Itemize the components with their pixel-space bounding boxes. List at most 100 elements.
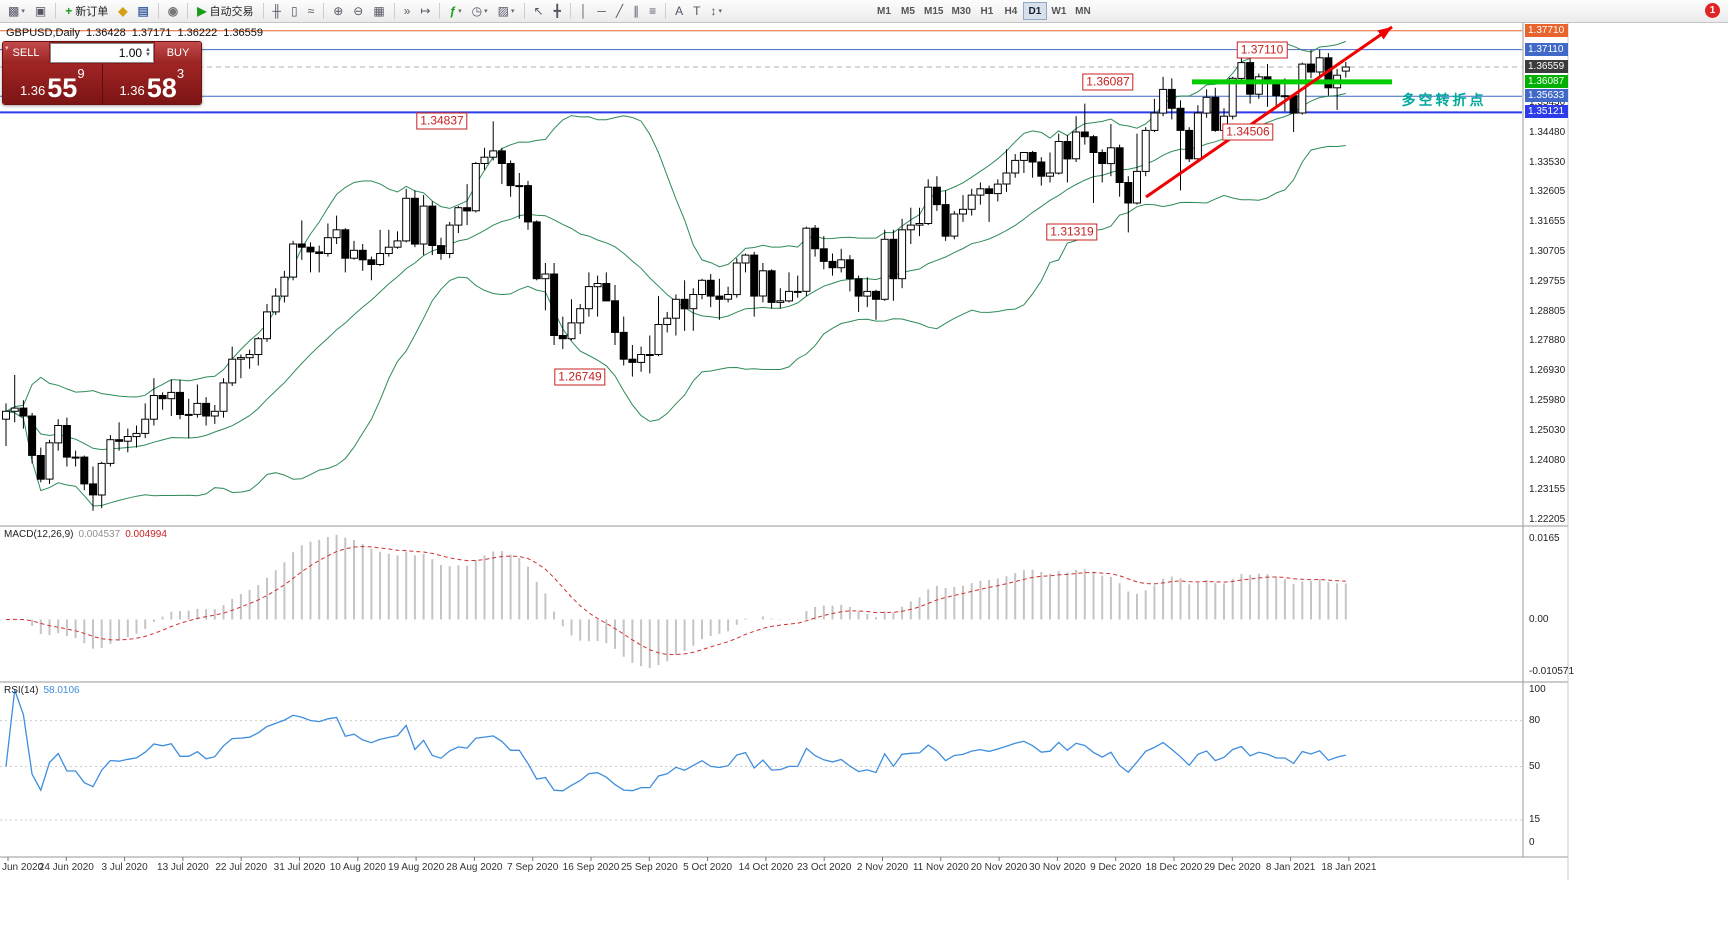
notification-badge[interactable]: 1	[1705, 3, 1720, 18]
toolbar-separator	[323, 3, 325, 19]
text-button[interactable]: A	[671, 2, 687, 20]
chart-shift-button[interactable]: ↦	[416, 2, 434, 20]
equidistant-channel-button[interactable]: ∥	[629, 2, 643, 20]
indicators-icon: ƒ	[449, 4, 457, 18]
equidistant-channel-icon: ∥	[633, 4, 640, 18]
metaeditor-icon: ◆	[118, 4, 128, 18]
volume-input[interactable]: 1.00 ▲ ▼	[50, 43, 154, 63]
text-label-button[interactable]: T	[689, 2, 704, 20]
timeframe-d1-button[interactable]: D1	[1022, 2, 1047, 20]
volume-value: 1.00	[118, 46, 143, 60]
trade-panel-top-row: SELL 1.00 ▲ ▼ BUY	[3, 42, 201, 64]
vertical-line-button[interactable]: │	[576, 2, 592, 20]
timeframe-h4-button[interactable]: H4	[999, 2, 1023, 20]
toolbar: ▩ ▾ ▣ + 新订单 ◆ ▤ ◉ ▶ 自动交易 ╫ ▯ ≈ ⊕ ⊖ ▦» ↦ ƒ ▾ ◷ ▾ ▨ ▾ ↖ ╋ │ ─ ╱ ∥ ≡ A T ↕ ▾…	[0, 0, 1728, 23]
close-value: 1.36559	[223, 27, 264, 39]
trade-panel-price-row: 1.36 55 9 1.36 58 3	[3, 64, 201, 104]
timeframe-m5-button[interactable]: M5	[896, 2, 920, 20]
line-chart-type-button[interactable]: ≈	[304, 2, 319, 20]
buy-price-button[interactable]: 1.36 58 3	[101, 64, 202, 104]
toolbar-separator	[523, 3, 525, 19]
templates-caret-icon: ▾	[511, 8, 515, 15]
bar-chart-type-icon: ╫	[272, 4, 282, 18]
auto-scroll-icon: »	[403, 4, 411, 18]
auto-scroll-button[interactable]: »	[400, 2, 415, 20]
timeframe-h1-button[interactable]: H1	[975, 2, 999, 20]
arrows-icon: ↕	[710, 4, 717, 18]
trend-arrow-object[interactable]	[1145, 25, 1393, 199]
toolbar-separator	[157, 3, 159, 19]
vertical-line-icon: │	[579, 4, 588, 18]
zoom-out-icon: ⊖	[353, 4, 364, 18]
indicators-caret-icon: ▾	[458, 8, 462, 15]
toolbar-separator	[439, 3, 441, 19]
cursor-button[interactable]: ↖	[530, 2, 548, 20]
fibonacci-button[interactable]: ≡	[645, 2, 660, 20]
toolbar-groups: ▩ ▾ ▣ + 新订单 ◆ ▤ ◉ ▶ 自动交易 ╫ ▯ ≈ ⊕ ⊖ ▦» ↦ ƒ ▾ ◷ ▾ ▨ ▾ ↖ ╋ │ ─ ╱ ∥ ≡ A T ↕ ▾	[0, 0, 727, 22]
templates-button[interactable]: ▨ ▾	[494, 2, 519, 20]
bar-chart-type-button[interactable]: ╫	[269, 2, 286, 20]
sell-price-sup: 9	[77, 66, 85, 81]
tile-windows-button[interactable]: ▦	[369, 2, 388, 20]
timeframe-bar: M1 M5 M15 M30 H1 H4 D1 W1 MN	[872, 2, 1095, 20]
sell-price-prefix: 1.36	[19, 83, 46, 98]
macd-main-value: 0.004537	[78, 529, 121, 540]
text-label-icon: T	[693, 4, 701, 18]
rsi-header: RSI(14) 58.0106	[4, 685, 85, 696]
fibonacci-icon: ≡	[649, 4, 657, 18]
arrows-button[interactable]: ↕ ▾	[706, 2, 726, 20]
toolbar-separator	[187, 3, 189, 19]
timeframe-m30-button[interactable]: M30	[947, 2, 974, 20]
symbol-period-label: GBPUSD,Daily	[6, 27, 80, 39]
sound-button[interactable]: ◉	[164, 2, 182, 20]
rsi-label: RSI(14)	[4, 685, 39, 696]
buy-button[interactable]: BUY	[155, 42, 201, 64]
rsi-value: 58.0106	[43, 685, 80, 696]
sell-price-big: 55	[47, 73, 78, 103]
templates-icon: ▨	[497, 4, 509, 18]
stepper-up-icon[interactable]: ▲	[145, 47, 151, 53]
new-chart-button[interactable]: ▩ ▾	[4, 2, 29, 20]
sell-button[interactable]: SELL	[3, 42, 49, 64]
candlestick-chart-type-button[interactable]: ▯	[287, 2, 302, 20]
toolbar-separator	[55, 3, 57, 19]
sell-price-button[interactable]: 1.36 55 9	[3, 64, 102, 104]
high-value: 1.37171	[131, 27, 172, 39]
timeframe-m1-button[interactable]: M1	[872, 2, 896, 20]
macd-signal-line	[5, 545, 1346, 656]
toolbar-separator	[569, 3, 571, 19]
trade-panel-collapse-icon[interactable]: ▾	[5, 45, 9, 52]
candlesticks	[2, 49, 1350, 511]
autotrading-icon: ▶	[197, 4, 207, 18]
timeframe-m15-button[interactable]: M15	[920, 2, 947, 20]
arrows-caret-icon: ▾	[718, 8, 722, 15]
metaeditor-button[interactable]: ◆	[114, 2, 131, 20]
periods-button[interactable]: ◷ ▾	[468, 2, 492, 20]
timeframe-mn-button[interactable]: MN	[1071, 2, 1095, 20]
autotrading-button[interactable]: ▶ 自动交易	[193, 2, 257, 20]
timeframe-w1-button[interactable]: W1	[1047, 2, 1071, 20]
volume-stepper[interactable]: ▲ ▼	[145, 47, 151, 58]
indicators-button[interactable]: ƒ ▾	[445, 2, 465, 20]
sound-icon: ◉	[167, 4, 179, 18]
periods-caret-icon: ▾	[484, 8, 488, 15]
rsi-line	[5, 689, 1346, 792]
zoom-in-button[interactable]: ⊕	[329, 2, 347, 20]
toolbar-separator	[393, 3, 395, 19]
toolbar-separator	[262, 3, 264, 19]
horizontal-line-icon: ─	[597, 4, 606, 18]
stepper-down-icon[interactable]: ▼	[145, 52, 151, 58]
horizontal-line-button[interactable]: ─	[593, 2, 610, 20]
macd-signal-value: 0.004994	[125, 529, 167, 540]
crosshair-button[interactable]: ╋	[550, 2, 565, 20]
bollinger-lower-band	[5, 145, 1346, 507]
autotrading-label: 自动交易	[209, 6, 254, 18]
zoom-out-button[interactable]: ⊖	[349, 2, 367, 20]
trendline-button[interactable]: ╱	[612, 2, 627, 20]
terminal-button[interactable]: ▤	[133, 2, 152, 20]
toolbar-separator	[665, 3, 667, 19]
tick-chart-button[interactable]: ▣	[31, 2, 50, 20]
new-order-button[interactable]: + 新订单	[61, 2, 112, 20]
bollinger-upper-band	[5, 40, 1346, 412]
cursor-icon: ↖	[533, 4, 544, 18]
